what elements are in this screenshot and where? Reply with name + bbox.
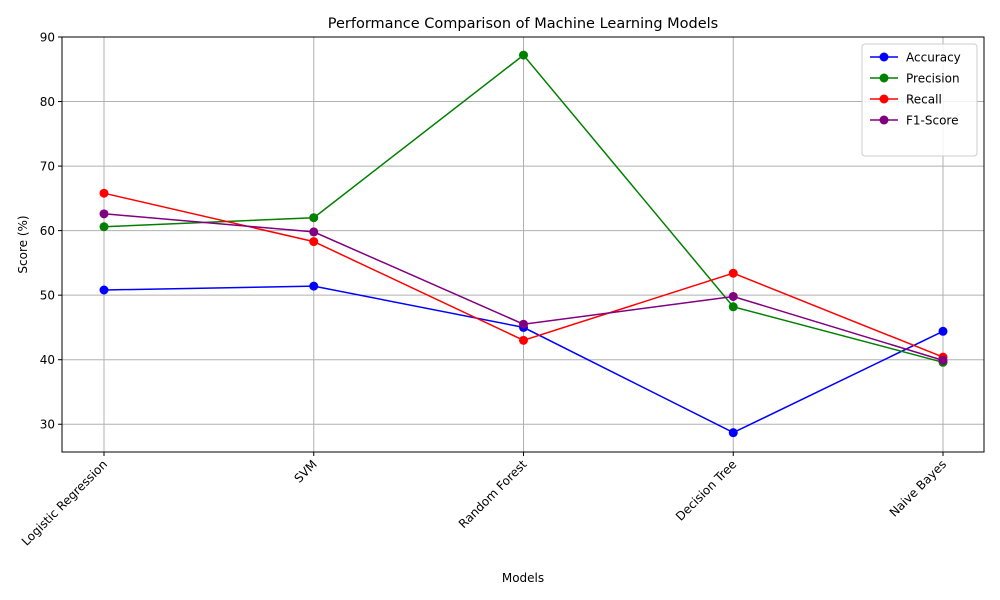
legend-swatch-marker bbox=[879, 115, 889, 125]
legend-label: F1-Score bbox=[906, 114, 958, 128]
legend-swatch-marker bbox=[879, 52, 889, 62]
data-point bbox=[519, 319, 528, 329]
x-tick-label: SVM bbox=[291, 457, 319, 485]
data-point bbox=[99, 285, 109, 295]
data-point bbox=[519, 335, 528, 345]
data-point bbox=[938, 326, 948, 336]
data-point bbox=[99, 209, 109, 219]
x-tick-label: Logistic Regression bbox=[19, 457, 110, 548]
data-point bbox=[519, 50, 528, 60]
chart-title: Performance Comparison of Machine Learni… bbox=[328, 16, 718, 32]
data-points bbox=[99, 50, 948, 438]
data-point bbox=[938, 355, 948, 365]
x-tick-label: Random Forest bbox=[456, 457, 530, 531]
legend-label: Accuracy bbox=[906, 51, 961, 65]
y-tick-label: 30 bbox=[40, 418, 55, 432]
legend: Accuracy Precision Recall F1-Score bbox=[861, 43, 978, 157]
data-point bbox=[99, 222, 109, 232]
data-point bbox=[309, 281, 319, 291]
x-axis-label: Models bbox=[502, 571, 544, 585]
data-point bbox=[728, 268, 738, 278]
y-tick-label: 70 bbox=[40, 160, 55, 174]
y-axis-label: Score (%) bbox=[16, 215, 30, 273]
data-point bbox=[309, 237, 319, 247]
data-point bbox=[309, 227, 319, 237]
data-point bbox=[309, 213, 319, 223]
y-axis: 30 40 50 60 70 80 90 bbox=[40, 31, 62, 432]
y-tick-label: 40 bbox=[40, 353, 55, 367]
legend-swatch-marker bbox=[879, 73, 889, 83]
data-point bbox=[99, 188, 109, 198]
data-point bbox=[728, 428, 738, 438]
data-point bbox=[728, 291, 738, 301]
legend-label: Precision bbox=[906, 72, 960, 86]
y-tick-label: 90 bbox=[40, 31, 55, 45]
grid bbox=[62, 36, 984, 452]
y-tick-label: 80 bbox=[40, 95, 55, 109]
x-tick-label: Naive Bayes bbox=[887, 457, 949, 519]
x-tick-label: Decision Tree bbox=[673, 457, 739, 523]
data-point bbox=[728, 302, 738, 312]
y-tick-label: 50 bbox=[40, 289, 55, 303]
x-axis: Logistic Regression SVM Random Forest Decis… bbox=[19, 452, 949, 549]
legend-label: Recall bbox=[906, 93, 942, 107]
legend-box bbox=[861, 43, 978, 157]
legend-swatch-marker bbox=[879, 94, 889, 104]
y-tick-label: 60 bbox=[40, 224, 55, 238]
